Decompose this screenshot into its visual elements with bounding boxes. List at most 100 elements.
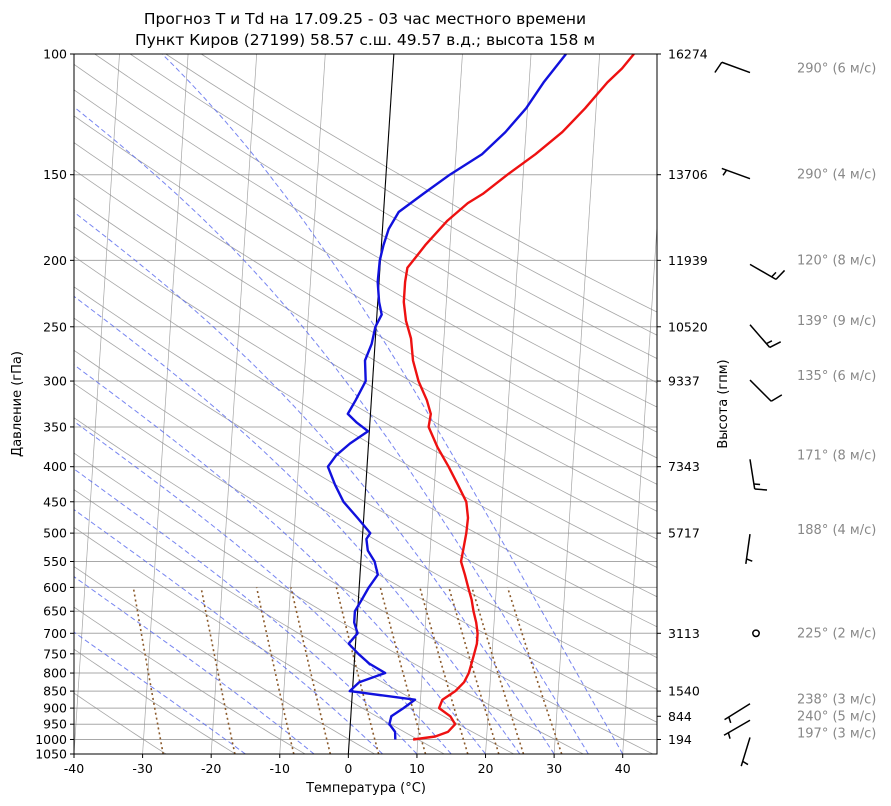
wind-barb-half-flag [766,340,773,345]
height-tick-label: 194 [668,732,692,747]
wind-barb [723,719,751,739]
wind-barbs: 290° (6 м/с) 290° (4 м/с) 120° (8 м/с) 139°… [714,61,876,767]
wind-barb [749,379,783,402]
wind-barb-flag [754,488,768,491]
y-tick-label: 250 [43,319,67,334]
dry-adiabat-line [74,255,657,598]
height-tick-label: 9337 [668,374,700,389]
moist-adiabat-line [74,508,383,754]
wind-barb-flag [775,269,786,280]
mixing-ratio-line [419,587,469,754]
dry-adiabat-line [74,197,657,540]
dry-adiabat-line [74,142,657,485]
wind-barb [740,737,751,767]
moist-adiabat-line [74,631,246,754]
wind-barb-half-flag [753,483,761,486]
mixing-ratio-line [448,587,500,754]
dry-adiabat-line [74,317,657,659]
x-tick-label: 40 [615,761,631,776]
zero-isotherm-line [347,54,395,754]
height-tick-label: 10520 [668,319,708,334]
dry-adiabat-line [74,383,657,723]
dry-adiabat-line [74,115,657,459]
wind-barb-staff [721,61,751,74]
dry-adiabat-line [74,606,306,754]
x-tick-label: -40 [64,761,84,776]
y-tick-label: 350 [43,419,67,434]
y-tick-label: 200 [43,253,67,268]
dry-adiabat-line [74,489,514,754]
isotherm-line [553,54,600,754]
moist-adiabat-line [74,468,418,754]
y-tick-label: 600 [43,580,67,595]
mixing-ratio-line [379,587,427,754]
dry-adiabat-line [74,526,445,754]
wind-barb-half-flag [746,558,753,562]
x-tick-label: -10 [270,761,290,776]
wind-label: 171° (8 м/с) [797,448,876,463]
dry-adiabat-line [74,417,654,754]
wind-barb-half-flag [742,760,749,766]
chart-subtitle: Пункт Киров (27199) 58.57 с.ш. 49.57 в.д… [135,31,595,49]
y-tick-label: 950 [43,717,67,732]
moist-adiabat-line [74,211,555,754]
wind-barb [749,459,768,491]
height-tick-label: 3113 [668,626,700,641]
y-tick-label: 450 [43,494,67,509]
isotherm-line [210,54,258,754]
wind-label: 240° (5 м/с) [797,709,876,724]
height-tick-label: 844 [668,709,692,724]
y-tick-label: 850 [43,684,67,699]
y-tick-label: 1000 [35,732,67,747]
wind-barb-flag [714,61,723,73]
moist-adiabat-line [74,106,589,754]
y-tick-label: 700 [43,626,67,641]
y-tick-label: 650 [43,604,67,619]
wind-barb-half-flag [771,271,777,278]
height-tick-label: 7343 [668,459,700,474]
wind-barb [749,263,786,280]
dry-adiabat-line [74,692,167,754]
wind-label: 290° (4 м/с) [797,168,876,183]
moist-adiabat-line [74,420,452,754]
wind-barb [749,324,782,349]
isotherm-line [74,54,120,754]
dry-adiabat-line [74,648,236,754]
dry-adiabat-line [201,54,657,313]
wind-label: 238° (3 м/с) [797,693,876,708]
y-tick-label: 300 [43,374,67,389]
y-axis-right-label: Высота (гпм) [716,359,731,448]
height-tick-label: 5717 [668,526,700,541]
axes: 1001502002503003504004505005506006507007… [35,47,708,777]
x-axis-label: Температура (°C) [305,781,426,796]
height-tick-label: 13706 [668,167,708,182]
wind-barb-staff [740,737,751,767]
wind-barb [724,703,751,724]
wind-barb-half-flag [728,716,732,724]
dry-adiabat-line [74,452,584,754]
isotherm-line [760,54,806,754]
wind-barb-staff [749,379,772,402]
plot-frame [73,53,658,755]
moist-adiabat-line [74,295,521,754]
mixing-ratio-line [200,587,236,754]
mixing-ratio-line [335,587,380,754]
x-tick-label: -30 [132,761,152,776]
height-tick-label: 16274 [668,47,708,62]
y-tick-label: 900 [43,701,67,716]
y-tick-label: 750 [43,646,67,661]
dry-adiabat-line [129,54,657,359]
dry-adiabat-line [74,63,657,408]
y-tick-label: 800 [43,666,67,681]
y-tick-label: 1050 [35,747,67,762]
temperature-line [402,54,635,741]
wind-barb-half-flag [727,732,731,739]
wind-barb-half-flag [722,169,728,176]
mixing-ratio-line [471,587,525,754]
dry-adiabat-line [74,89,657,433]
mixing-ratio-line [290,587,332,754]
wind-label: 197° (3 м/с) [797,726,876,741]
chart-title: Прогноз T и Td на 17.09.25 - 03 час мест… [144,10,586,28]
wind-barb [745,534,753,564]
